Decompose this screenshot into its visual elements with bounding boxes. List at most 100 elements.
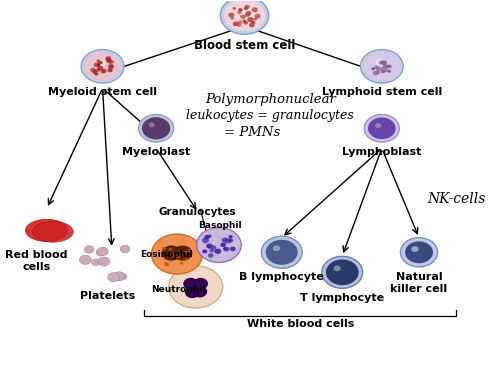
Circle shape: [405, 241, 433, 263]
Circle shape: [386, 65, 390, 68]
Circle shape: [380, 67, 385, 71]
Circle shape: [214, 249, 221, 254]
Text: leukocytes = granulocytes: leukocytes = granulocytes: [186, 109, 354, 122]
Circle shape: [238, 8, 243, 12]
Circle shape: [108, 273, 120, 282]
Circle shape: [223, 247, 228, 250]
Circle shape: [94, 63, 100, 67]
Circle shape: [176, 255, 181, 258]
Circle shape: [92, 70, 97, 74]
Circle shape: [360, 49, 403, 83]
Text: Myeloblast: Myeloblast: [122, 146, 190, 157]
Circle shape: [166, 263, 169, 266]
Text: B lymphocyte: B lymphocyte: [240, 272, 324, 282]
Circle shape: [364, 115, 399, 142]
Circle shape: [381, 60, 387, 65]
Circle shape: [98, 61, 103, 64]
Circle shape: [162, 247, 166, 250]
Circle shape: [108, 64, 114, 69]
Circle shape: [379, 60, 384, 65]
Circle shape: [96, 249, 105, 256]
Circle shape: [333, 265, 341, 271]
Circle shape: [243, 19, 246, 23]
Circle shape: [188, 284, 203, 295]
Circle shape: [193, 278, 208, 290]
Circle shape: [142, 117, 170, 139]
Text: Basophil: Basophil: [198, 221, 242, 230]
Circle shape: [245, 5, 250, 9]
Circle shape: [177, 254, 180, 257]
Circle shape: [173, 256, 177, 259]
Circle shape: [79, 255, 91, 264]
Circle shape: [368, 117, 395, 139]
Circle shape: [202, 249, 207, 254]
Circle shape: [251, 7, 258, 12]
Circle shape: [253, 18, 257, 20]
Circle shape: [388, 70, 391, 73]
Circle shape: [169, 248, 172, 251]
Circle shape: [244, 21, 248, 25]
Text: Myeloid stem cell: Myeloid stem cell: [48, 87, 157, 97]
Circle shape: [220, 243, 226, 247]
Text: Blood stem cell: Blood stem cell: [194, 39, 295, 52]
Circle shape: [375, 123, 381, 128]
Circle shape: [245, 13, 250, 17]
Text: Lymphoblast: Lymphoblast: [342, 146, 421, 157]
Circle shape: [84, 246, 94, 253]
Circle shape: [120, 274, 127, 279]
Circle shape: [373, 71, 379, 75]
Text: = PMNs: = PMNs: [223, 126, 280, 139]
Circle shape: [192, 285, 207, 298]
Circle shape: [233, 22, 239, 26]
Circle shape: [228, 12, 234, 18]
Circle shape: [247, 17, 254, 22]
Text: Natural
killer cell: Natural killer cell: [391, 272, 447, 294]
Circle shape: [96, 59, 105, 67]
Text: Eosinophil: Eosinophil: [140, 250, 192, 259]
Circle shape: [185, 258, 188, 261]
Circle shape: [238, 20, 242, 24]
Circle shape: [375, 70, 380, 74]
Circle shape: [109, 60, 114, 64]
Circle shape: [185, 251, 189, 254]
Circle shape: [273, 245, 280, 251]
Circle shape: [364, 53, 399, 80]
Circle shape: [374, 66, 379, 69]
Circle shape: [106, 59, 112, 63]
Circle shape: [261, 236, 302, 268]
Circle shape: [196, 228, 241, 262]
Text: Neutrophil: Neutrophil: [151, 285, 206, 294]
Ellipse shape: [32, 221, 73, 242]
Circle shape: [98, 257, 110, 266]
Circle shape: [164, 262, 169, 266]
Ellipse shape: [25, 219, 68, 242]
Circle shape: [384, 68, 389, 72]
Circle shape: [220, 0, 269, 34]
Circle shape: [225, 238, 232, 243]
Circle shape: [151, 234, 203, 274]
Circle shape: [375, 60, 384, 66]
Circle shape: [97, 63, 100, 66]
Circle shape: [244, 7, 248, 10]
Circle shape: [376, 67, 382, 71]
Circle shape: [224, 0, 265, 31]
Circle shape: [162, 246, 181, 261]
Circle shape: [223, 247, 230, 251]
Circle shape: [90, 68, 96, 72]
Circle shape: [381, 70, 385, 73]
Circle shape: [322, 256, 363, 288]
Circle shape: [183, 278, 198, 290]
Text: T lymphocyte: T lymphocyte: [300, 293, 384, 303]
Circle shape: [85, 52, 121, 81]
Circle shape: [171, 253, 176, 257]
Circle shape: [202, 238, 209, 243]
Text: White blood cells: White blood cells: [246, 319, 354, 329]
Circle shape: [206, 243, 213, 249]
Circle shape: [98, 247, 108, 255]
Circle shape: [92, 259, 100, 266]
Circle shape: [207, 245, 212, 249]
Circle shape: [208, 253, 214, 258]
Circle shape: [254, 14, 261, 19]
Circle shape: [179, 262, 183, 265]
Circle shape: [221, 238, 228, 243]
